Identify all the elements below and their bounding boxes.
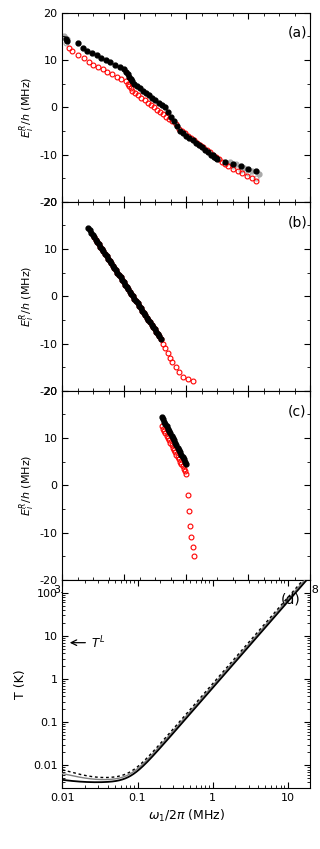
Text: (a): (a): [288, 26, 308, 40]
Text: $T^L$: $T^L$: [91, 634, 105, 651]
Text: (d): (d): [281, 593, 300, 606]
Y-axis label: T (K): T (K): [14, 669, 27, 699]
Text: (c): (c): [288, 404, 307, 418]
Y-axis label: $E_i^R/h$ (MHz): $E_i^R/h$ (MHz): [17, 455, 36, 516]
X-axis label: $\omega_1/2\pi$ (MHz): $\omega_1/2\pi$ (MHz): [148, 808, 225, 824]
Y-axis label: $E_i^R/h$ (MHz): $E_i^R/h$ (MHz): [17, 266, 36, 327]
Text: (b): (b): [288, 215, 308, 229]
Y-axis label: $E_i^R/h$ (MHz): $E_i^R/h$ (MHz): [17, 76, 36, 138]
X-axis label: p$_i$ (X1000): p$_i$ (X1000): [154, 600, 219, 617]
